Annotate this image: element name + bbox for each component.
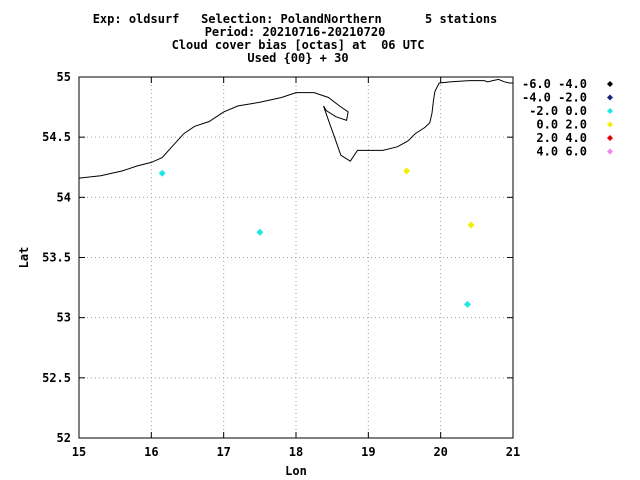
legend-marker [607, 94, 613, 101]
legend-marker [607, 81, 613, 87]
x-tick-label: 18 [289, 445, 303, 459]
station-point-4 [463, 300, 471, 308]
grid [79, 77, 513, 438]
y-tick-label: 53.5 [42, 251, 71, 265]
x-tick-label: 19 [361, 445, 375, 459]
title-line-4: Used {00} + 30 [247, 51, 348, 65]
x-tick-label: 16 [144, 445, 158, 459]
x-axis-label: Lon [285, 464, 307, 478]
legend-label: -2.0 0.0 [529, 104, 587, 118]
legend-marker [607, 108, 613, 114]
y-tick-label: 53 [57, 311, 71, 325]
legend-label: -6.0 -4.0 [522, 77, 587, 91]
station-point-1 [158, 169, 166, 177]
x-axis-ticks: 15 16 17 18 19 20 21 [72, 77, 520, 459]
y-axis-label: Lat [17, 247, 31, 269]
x-tick-label: 15 [72, 445, 86, 459]
legend-label: 4.0 6.0 [536, 145, 587, 159]
title-line-2: Period: 20210716-20210720 [205, 25, 386, 39]
y-tick-label: 55 [57, 70, 71, 84]
legend: -6.0 -4.0-4.0 -2.0-2.0 0.00.0 2.02.0 4.0… [522, 77, 613, 159]
station-point-2 [256, 228, 264, 236]
legend-label: -4.0 -2.0 [522, 91, 587, 105]
y-axis-ticks: 52 52.5 53 53.5 54 54.5 55 [42, 70, 513, 445]
y-tick-label: 52.5 [42, 371, 71, 385]
x-tick-label: 17 [216, 445, 230, 459]
legend-marker [607, 148, 613, 155]
title-line-1: Exp: oldsurf Selection: PolandNorthern 5… [93, 12, 498, 26]
coastline-path [78, 78, 513, 179]
y-tick-label: 54 [57, 190, 71, 204]
chart-title: Exp: oldsurf Selection: PolandNorthern 5… [93, 12, 498, 65]
x-tick-label: 21 [506, 445, 520, 459]
legend-marker [607, 121, 613, 128]
legend-label: 0.0 2.0 [536, 118, 587, 132]
legend-label: 2.0 4.0 [536, 131, 587, 145]
station-point-5 [467, 221, 475, 229]
station-point-3 [403, 167, 411, 175]
x-tick-label: 20 [433, 445, 447, 459]
y-tick-label: 52 [57, 431, 71, 445]
coastline [78, 78, 513, 179]
data-points [158, 167, 475, 308]
title-line-3: Cloud cover bias [octas] at 06 UTC [172, 38, 425, 52]
y-tick-label: 54.5 [42, 130, 71, 144]
legend-marker [607, 135, 613, 141]
